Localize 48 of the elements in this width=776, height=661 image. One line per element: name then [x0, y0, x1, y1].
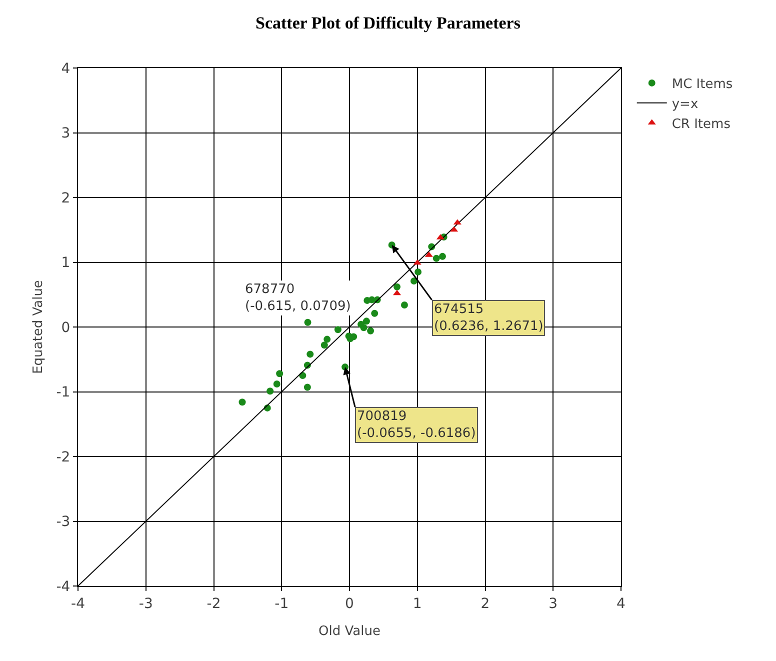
point — [273, 380, 280, 388]
point — [320, 342, 328, 349]
chart-title: Scatter Plot of Difficulty Parameters — [256, 13, 521, 32]
point — [410, 278, 418, 285]
x-tick-label: 2 — [480, 596, 490, 612]
point — [432, 254, 440, 262]
x-tick-label: 4 — [616, 596, 626, 612]
x-tick-label: -4 — [71, 596, 86, 612]
y-tick-label: -3 — [56, 514, 70, 530]
x-tick-label: 0 — [345, 596, 354, 612]
legend-label: y=x — [672, 96, 698, 112]
point — [414, 268, 422, 276]
point — [324, 336, 331, 343]
y-tick-label: -2 — [56, 449, 70, 466]
y-tick-label: 0 — [61, 320, 70, 336]
point — [304, 318, 312, 326]
annotation: 700819 (-0.0655, -0.6186) — [357, 409, 476, 441]
y-tick-label: -1 — [56, 384, 70, 401]
point — [238, 398, 246, 406]
point — [334, 326, 342, 334]
point — [306, 350, 314, 358]
annotation: 674515 (0.6236, 1.2671) — [434, 302, 544, 334]
x-tick-label: 3 — [548, 596, 558, 612]
x-tick-label: -2 — [206, 596, 221, 612]
y-tick-label: -4 — [56, 578, 70, 595]
point — [371, 310, 378, 317]
legend-label: MC Items — [672, 77, 733, 92]
point — [394, 283, 401, 290]
point — [400, 301, 408, 308]
x-tick-label: -1 — [274, 596, 289, 612]
x-tick-label: -3 — [138, 596, 153, 612]
point — [438, 252, 446, 260]
y-tick-label: 1 — [61, 255, 70, 272]
y-tick-label: 2 — [61, 190, 70, 206]
legend-label: CR Items — [672, 116, 731, 132]
point — [360, 324, 368, 332]
x-axis-title: Old Value — [318, 624, 380, 639]
x-tick-label: 1 — [412, 596, 422, 612]
point — [362, 318, 370, 325]
annotation: 678770 (-0.615, 0.0709) — [245, 282, 351, 314]
y-tick-label: 4 — [61, 60, 70, 77]
point — [304, 384, 311, 391]
point — [367, 327, 374, 334]
point — [266, 388, 274, 395]
y-tick-label: 3 — [61, 126, 70, 142]
y-axis-title: Equated Value — [31, 280, 46, 374]
point — [276, 370, 284, 378]
point — [413, 259, 422, 265]
